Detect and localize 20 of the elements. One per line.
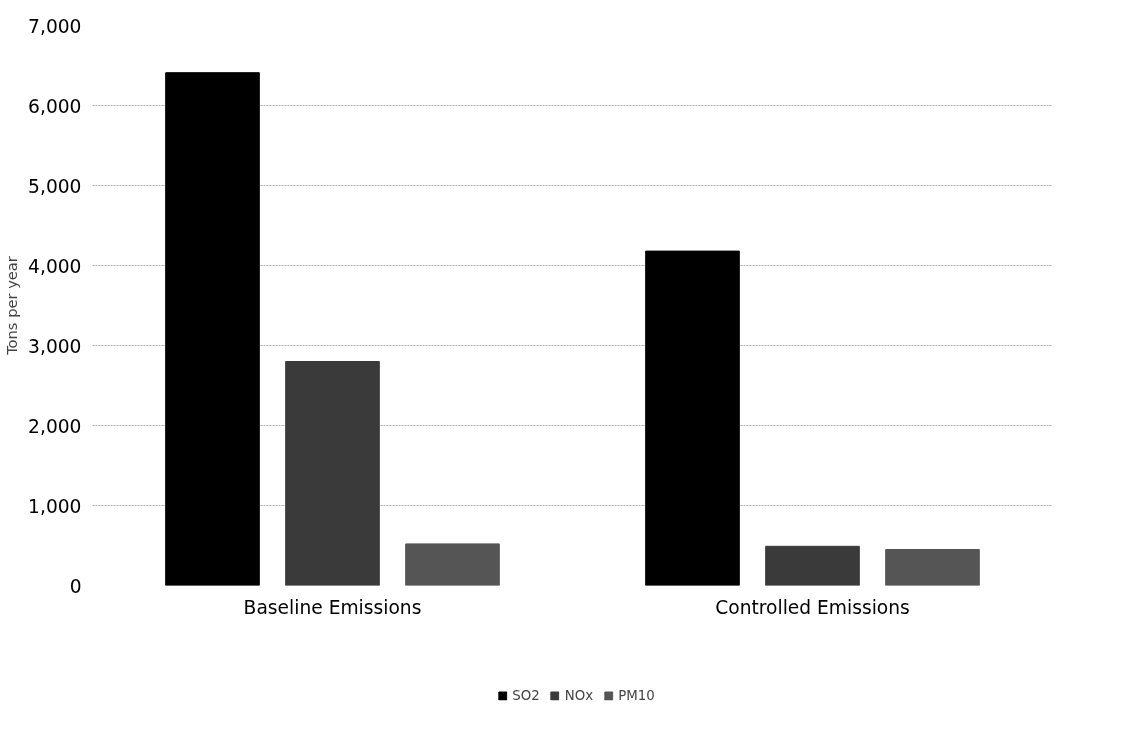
bar	[645, 250, 740, 586]
x-tick-label: Controlled Emissions	[715, 596, 910, 618]
bar	[285, 361, 380, 586]
x-tick-label: Baseline Emissions	[243, 596, 422, 618]
bar	[165, 72, 260, 586]
legend-label: NOx	[564, 687, 594, 703]
y-tick-label: 7,000	[28, 15, 82, 37]
y-tick-label: 2,000	[28, 415, 82, 437]
y-tick-label: 6,000	[28, 95, 82, 117]
y-tick-label: 0	[69, 575, 82, 597]
y-tick-label: 4,000	[28, 255, 82, 277]
bar	[885, 549, 980, 586]
y-axis-title: Tons per year	[3, 255, 21, 356]
y-tick-label: 3,000	[28, 335, 82, 357]
bar	[765, 545, 860, 586]
legend-label: SO2	[512, 687, 540, 703]
legend-label: PM10	[618, 687, 655, 703]
bar	[405, 543, 500, 586]
y-tick-label: 1,000	[28, 495, 82, 517]
y-tick-label: 5,000	[28, 175, 82, 197]
